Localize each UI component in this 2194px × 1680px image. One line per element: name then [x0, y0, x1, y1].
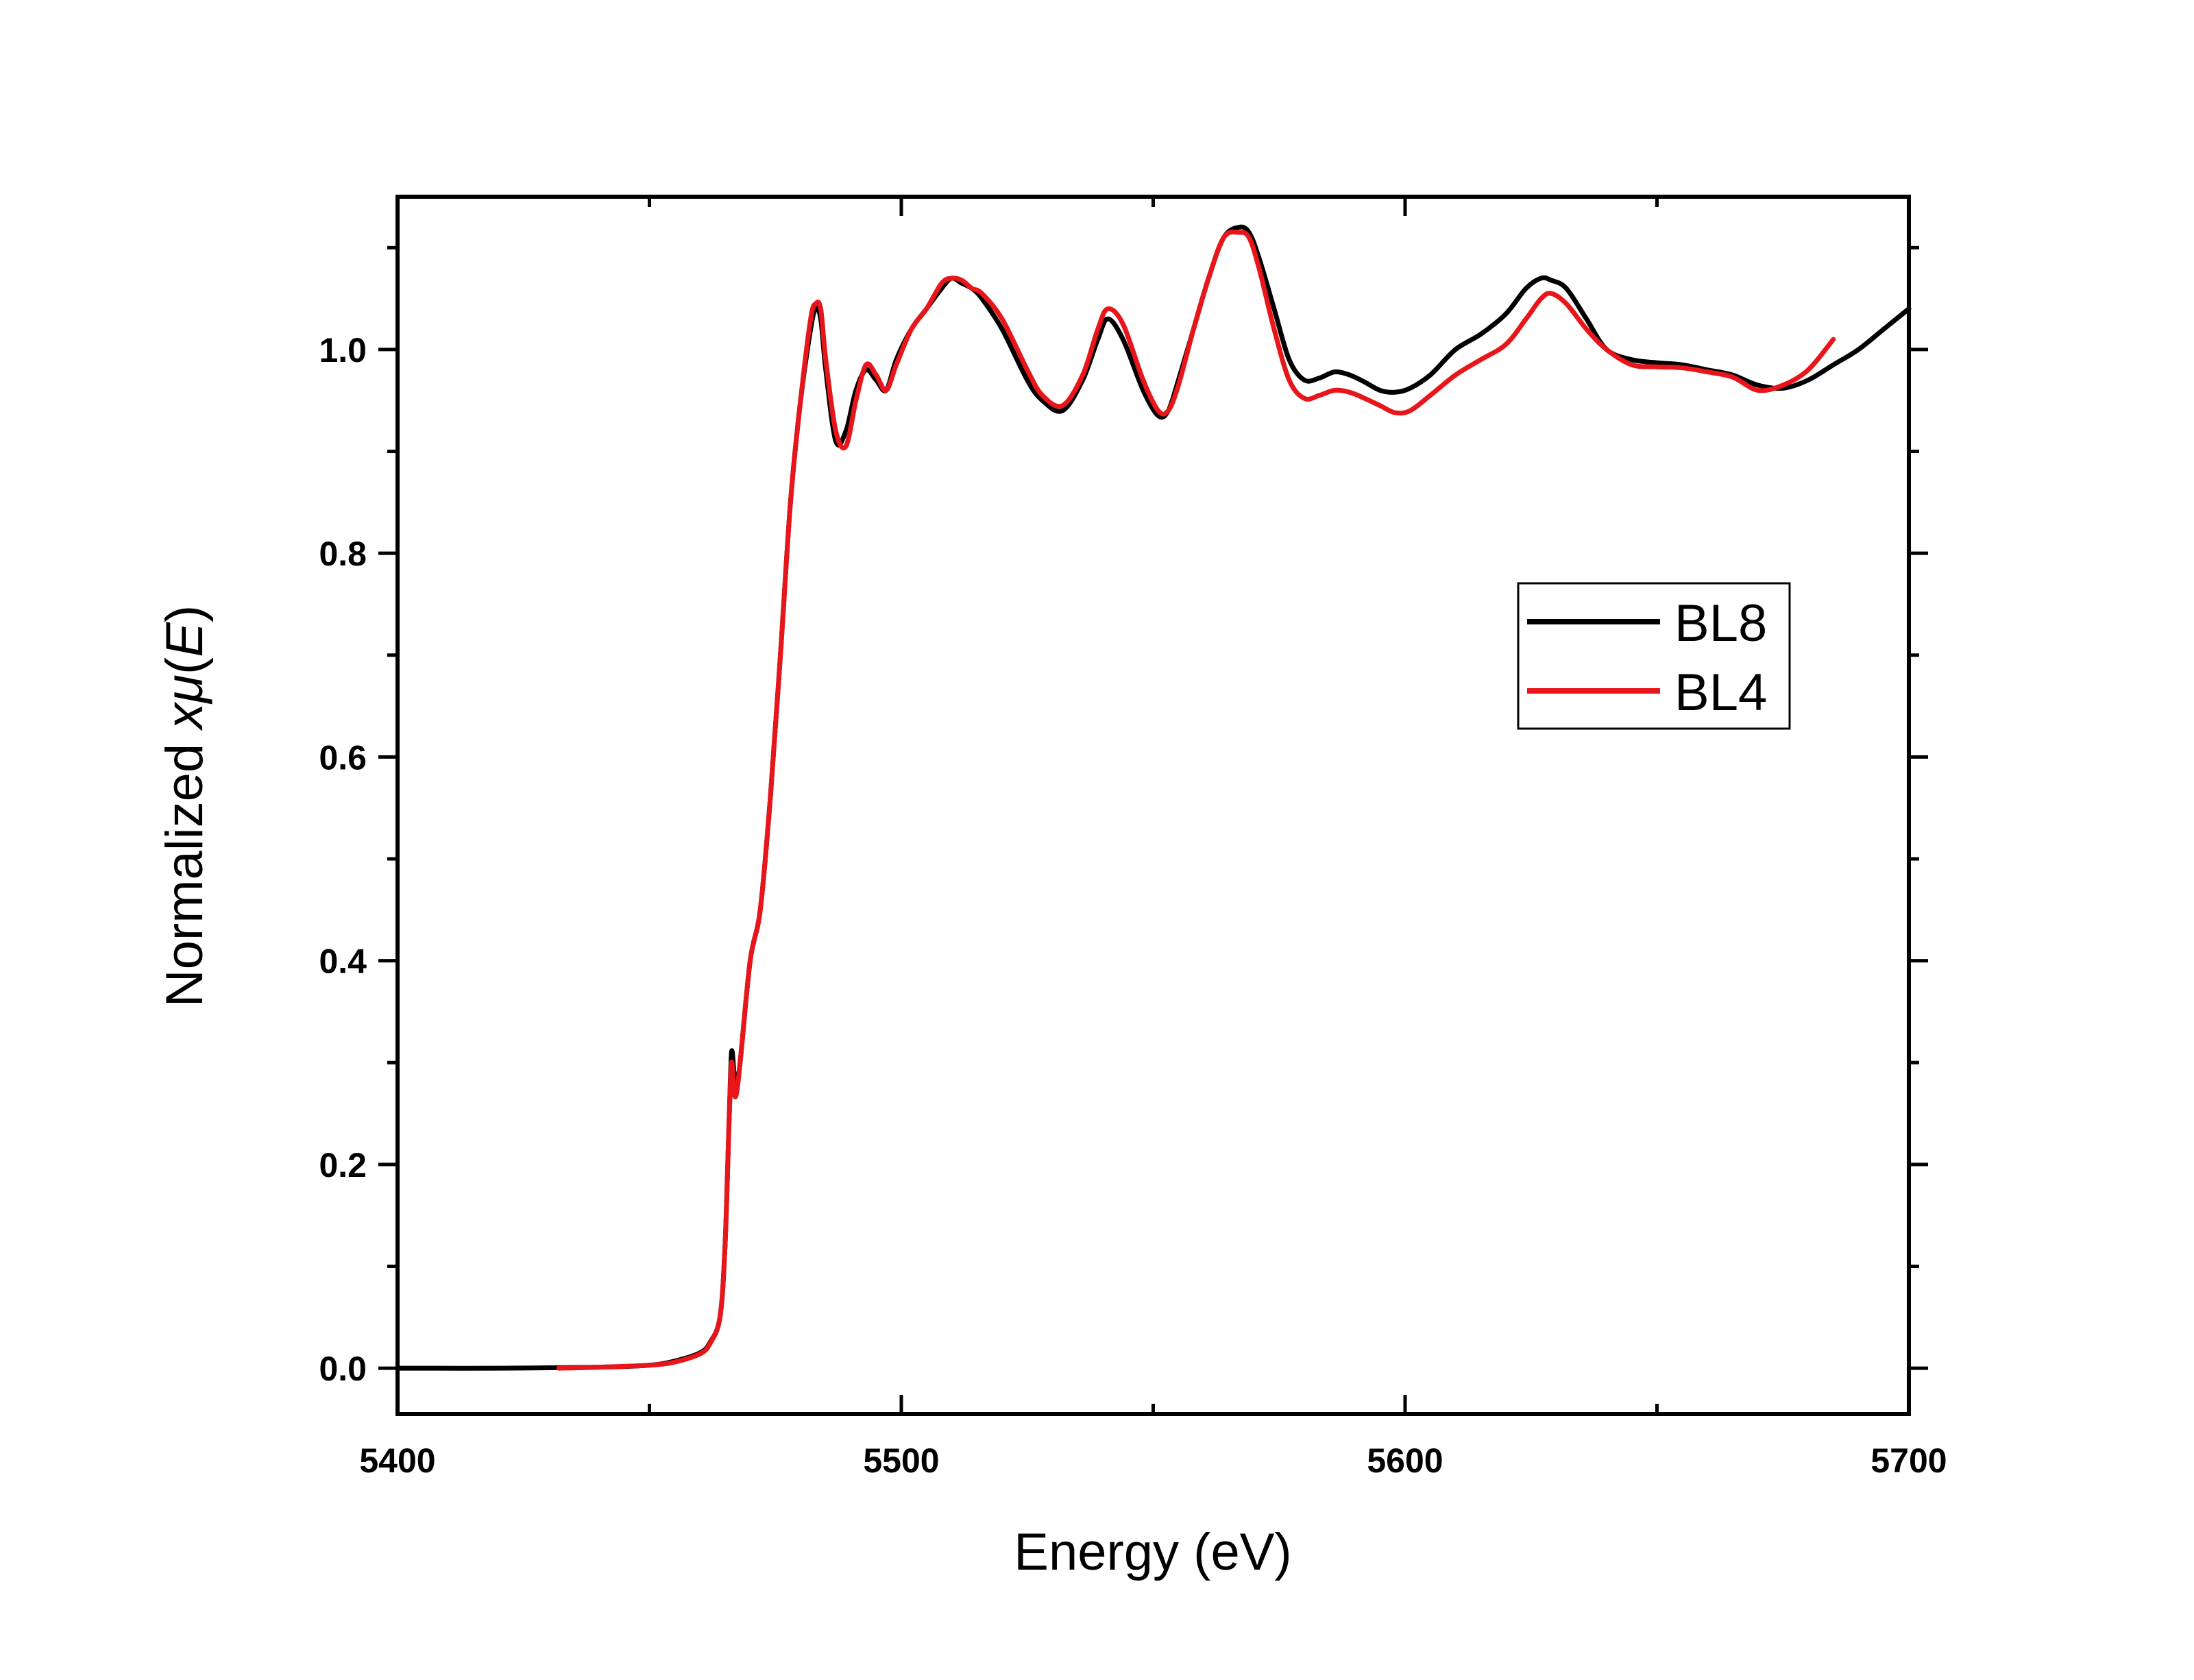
y-axis-title-prefix: Normalized: [156, 729, 214, 1007]
y-axis-title-close-paren: ): [156, 605, 214, 622]
x-axis: 5400 5500 5600 5700: [359, 197, 1947, 1480]
series-layer: [395, 224, 1912, 1371]
x-tick-label: 5600: [1367, 1441, 1443, 1480]
x-axis-title: Energy (eV): [1014, 1523, 1292, 1581]
y-axis-title: Normalized xμ(E): [156, 605, 214, 1007]
y-axis-title-open-paren: (: [156, 657, 214, 674]
x-tick-label: 5500: [863, 1441, 939, 1480]
y-tick-label: 0.4: [319, 942, 367, 981]
y-tick-label: 0.8: [319, 535, 367, 573]
legend-box: [1517, 582, 1791, 730]
y-axis-title-var: E: [156, 622, 214, 657]
y-tick-label: 0.0: [319, 1350, 367, 1388]
y-tick-label: 0.6: [319, 738, 367, 777]
y-tick-label: 1.0: [319, 331, 367, 369]
legend-label-bl8: BL8: [1674, 594, 1767, 653]
y-axis: 0.0 0.2 0.4 0.6 0.8 1.0: [319, 245, 1928, 1388]
x-tick-label: 5700: [1870, 1441, 1947, 1480]
x-tick-label: 5400: [359, 1441, 435, 1480]
y-axis-title-symbol: x: [156, 701, 214, 732]
y-tick-label: 0.2: [319, 1146, 367, 1184]
series-line-bl4: [556, 229, 1836, 1371]
plot-frame: [395, 195, 1911, 1416]
legend: BL8 BL4: [1517, 582, 1791, 730]
y-axis-title-mu: μ: [156, 674, 214, 705]
legend-label-bl4: BL4: [1674, 664, 1767, 722]
